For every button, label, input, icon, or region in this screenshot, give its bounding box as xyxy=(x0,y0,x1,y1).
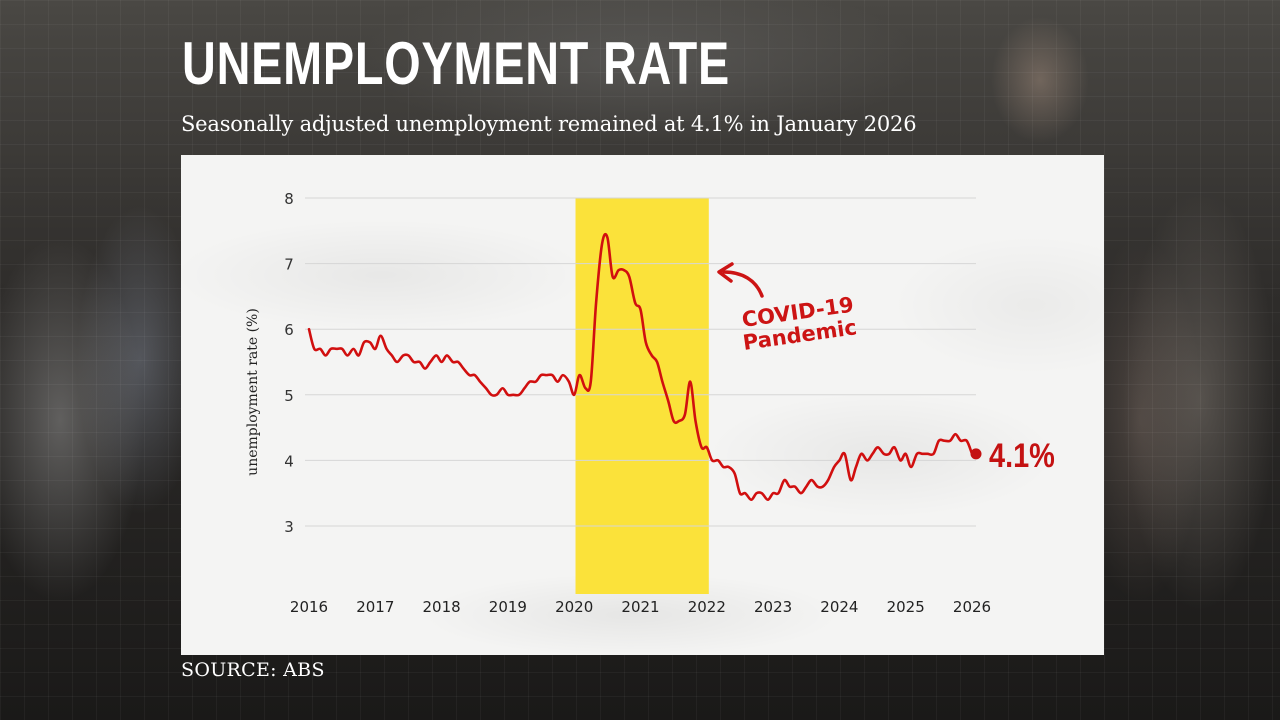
chart-subtitle: Seasonally adjusted unemployment remaine… xyxy=(181,112,917,136)
covid-annotation: COVID-19 Pandemic xyxy=(717,262,858,355)
x-tick-label: 2024 xyxy=(820,598,858,616)
chart-title: UNEMPLOYMENT RATE xyxy=(182,30,730,97)
x-tick-label: 2020 xyxy=(555,598,593,616)
x-tick-label: 2026 xyxy=(953,598,991,616)
x-tick-label: 2017 xyxy=(356,598,394,616)
y-axis-label: unemployment rate (%) xyxy=(245,308,261,476)
y-tick-label: 6 xyxy=(284,321,294,339)
y-tick-label: 7 xyxy=(284,256,294,274)
y-tick-label: 5 xyxy=(284,387,294,405)
x-tick-label: 2021 xyxy=(621,598,659,616)
x-tick-label: 2025 xyxy=(887,598,925,616)
curved-arrow-icon xyxy=(722,270,764,298)
x-tick-label: 2023 xyxy=(754,598,792,616)
y-gridlines xyxy=(305,197,976,527)
y-tick-label: 8 xyxy=(284,190,294,208)
x-tick-label: 2022 xyxy=(688,598,726,616)
unemployment-line xyxy=(307,232,974,502)
arrowhead-icon xyxy=(717,262,734,283)
x-tick-label: 2019 xyxy=(489,598,527,616)
y-tick-label: 4 xyxy=(284,452,294,470)
y-tick-label: 3 xyxy=(284,518,294,536)
x-tick-label: 2016 xyxy=(290,598,328,616)
y-axis-ticks: 3 4 5 6 7 8 xyxy=(284,190,294,536)
x-tick-label: 2018 xyxy=(423,598,461,616)
source-note: SOURCE: ABS xyxy=(181,659,325,681)
latest-value-dot xyxy=(970,448,982,460)
latest-value-label: 4.1% xyxy=(989,436,1055,475)
x-axis-ticks: 2016 2017 2018 2019 2020 2021 2022 2023 2024 2025… xyxy=(290,598,991,616)
